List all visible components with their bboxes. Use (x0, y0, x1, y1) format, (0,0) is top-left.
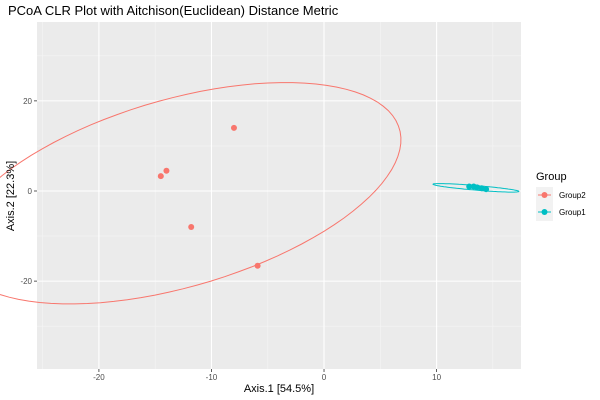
legend: Group Group2 Group1 (536, 171, 586, 221)
y-tick-label: -20 (20, 277, 32, 286)
y-tick-label: 0 (28, 187, 33, 196)
y-tick-label: 20 (23, 97, 32, 106)
x-tick-label: 0 (322, 373, 327, 382)
legend-key-point (541, 209, 548, 215)
x-axis-ticks: -20 -10 0 10 (93, 369, 442, 382)
y-axis-ticks: -20 0 20 (20, 97, 37, 286)
x-axis-title: Axis.1 [54.5%] (244, 383, 314, 395)
grid (37, 22, 521, 369)
point-group2 (254, 262, 261, 269)
point-group2 (230, 124, 237, 131)
point-group1 (466, 183, 473, 190)
legend-label-group2: Group2 (559, 191, 586, 200)
point-group1 (474, 184, 481, 191)
point-group2 (157, 173, 164, 180)
point-group2 (163, 167, 170, 174)
x-tick-label: 10 (432, 373, 441, 382)
chart-title: PCoA CLR Plot with Aitchison(Euclidean) … (8, 3, 339, 18)
x-tick-label: -20 (93, 373, 105, 382)
ellipse-group2 (0, 82, 402, 305)
legend-title: Group (536, 171, 567, 183)
point-group1 (483, 186, 490, 193)
legend-key-point (541, 192, 548, 198)
ellipses (0, 82, 520, 305)
legend-label-group1: Group1 (559, 208, 586, 217)
y-axis-title: Axis.2 [22.3%] (5, 161, 17, 231)
point-group1 (478, 185, 485, 192)
x-tick-label: -10 (206, 373, 218, 382)
plot-panel (37, 22, 521, 369)
points (157, 124, 490, 269)
ellipse-group1 (432, 183, 520, 193)
point-group2 (188, 224, 195, 231)
